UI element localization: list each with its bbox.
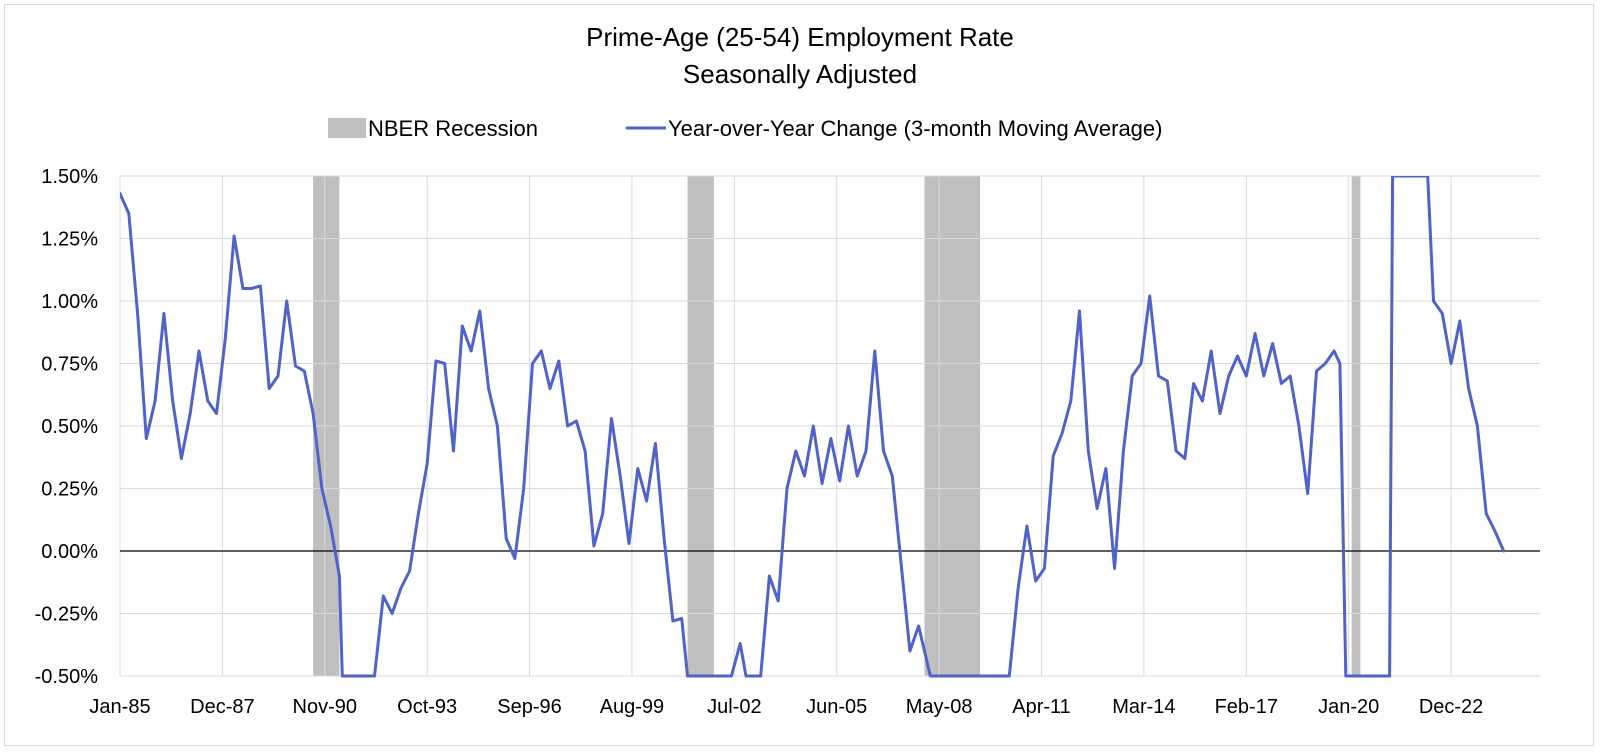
y-gridlines	[120, 175, 1540, 614]
series-line	[120, 176, 1506, 678]
chart-frame	[4, 4, 1594, 746]
legend-series-label: Year-over-Year Change (3-month Moving Av…	[668, 116, 1162, 141]
x-tick-label: Apr-11	[1012, 696, 1071, 718]
x-tick-label: Feb-17	[1215, 696, 1278, 718]
x-tick-label: Jul-02	[707, 696, 761, 718]
x-tick-label: Nov-90	[293, 696, 357, 718]
chart-title: Prime-Age (25-54) Employment Rate	[586, 22, 1014, 52]
x-gridlines	[119, 176, 1452, 676]
y-axis-labels: 1.50% 1.25% 1.00% 0.75% 0.50% 0.25% 0.00% -0.25…	[35, 166, 99, 688]
x-tick-label: May-08	[906, 696, 973, 718]
legend-recession-swatch	[328, 118, 366, 138]
y-tick-label: 0.50%	[41, 416, 98, 438]
y-tick-label: 0.00%	[41, 541, 98, 563]
y-tick-label: -0.50%	[35, 666, 99, 688]
x-tick-label: Jun-05	[806, 696, 867, 718]
legend: NBER Recession Year-over-Year Change (3-…	[328, 116, 1162, 141]
x-tick-label: Oct-93	[397, 696, 457, 718]
x-tick-label: Mar-14	[1112, 696, 1175, 718]
legend-recession-label: NBER Recession	[368, 116, 538, 141]
y-tick-label: -0.25%	[35, 604, 99, 626]
chart-subtitle: Seasonally Adjusted	[683, 59, 917, 89]
x-tick-label: Dec-22	[1419, 696, 1483, 718]
x-tick-label: Aug-99	[600, 696, 665, 718]
y-tick-label: 1.25%	[41, 229, 98, 251]
x-tick-label: Dec-87	[190, 696, 254, 718]
x-axis-labels: Jan-85 Dec-87 Nov-90 Oct-93 Sep-96 Aug-99 Jul-…	[89, 696, 1483, 718]
y-tick-label: 1.00%	[41, 291, 98, 313]
x-tick-label: Jan-20	[1318, 696, 1379, 718]
y-tick-label: 0.75%	[41, 354, 98, 376]
x-tick-label: Jan-85	[89, 696, 150, 718]
plot-area: 1.50% 1.25% 1.00% 0.75% 0.50% 0.25% 0.00% -0.25…	[35, 166, 1540, 718]
y-tick-label: 0.25%	[41, 479, 98, 501]
y-tick-label: 1.50%	[41, 166, 98, 188]
x-tick-label: Sep-96	[497, 696, 562, 718]
